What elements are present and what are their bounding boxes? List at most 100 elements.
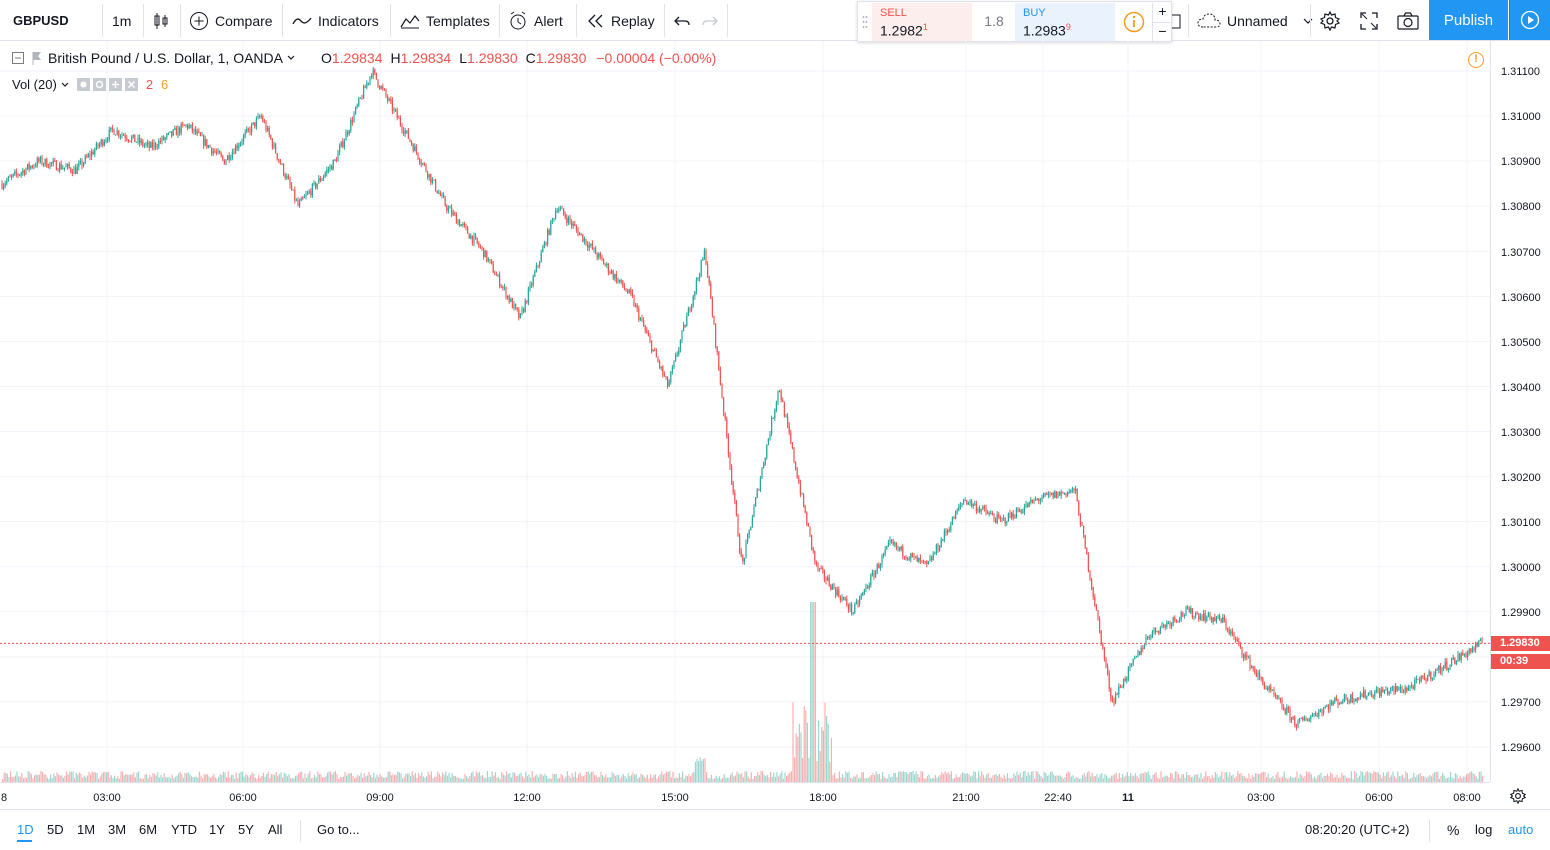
range-6m[interactable]: 6M: [139, 822, 158, 837]
candle-body: [604, 264, 606, 266]
volume-bar: [627, 773, 629, 782]
volume-bar: [1155, 772, 1157, 782]
candle-body: [799, 483, 801, 494]
volume-bar: [96, 772, 98, 782]
sell-button[interactable]: SELL 1.29821: [872, 3, 972, 41]
candle-body: [43, 163, 45, 165]
clock-display[interactable]: 08:20:20 (UTC+2): [1305, 822, 1410, 837]
volume-bar: [614, 775, 616, 782]
range-ytd[interactable]: YTD: [171, 822, 197, 837]
price-chart[interactable]: [0, 41, 1490, 782]
info-icon[interactable]: [1123, 11, 1145, 33]
close-icon[interactable]: [124, 78, 138, 91]
candle-body: [854, 603, 856, 613]
range-1y[interactable]: 1Y: [209, 822, 225, 837]
volume-bar: [1366, 771, 1368, 782]
range-1m[interactable]: 1M: [77, 822, 96, 837]
range-5y[interactable]: 5Y: [238, 822, 254, 837]
candle-body: [111, 127, 113, 130]
range-all[interactable]: All: [268, 822, 283, 837]
snapshot-button[interactable]: [1397, 0, 1425, 41]
camera-icon: [1397, 11, 1419, 30]
volume-bar: [326, 772, 328, 782]
alert-button[interactable]: Alert: [508, 0, 563, 41]
volume-bar: [856, 774, 858, 782]
play-button[interactable]: [1509, 0, 1550, 40]
increase-button[interactable]: +: [1158, 3, 1167, 19]
expand-button[interactable]: [1360, 0, 1384, 41]
candle-body: [260, 116, 262, 118]
axis-settings-icon[interactable]: [1510, 788, 1526, 804]
candle-body: [1339, 702, 1341, 705]
volume-bar: [442, 772, 444, 782]
candle-body: [1423, 676, 1425, 680]
chart-pane[interactable]: [0, 41, 1490, 782]
volume-bar: [619, 778, 621, 782]
volume-bar: [962, 772, 964, 782]
time-axis[interactable]: 8 03:00 06:00 09:00 12:00 15:00 18:00 21…: [0, 782, 1490, 809]
volume-bar: [437, 771, 439, 782]
candle-body: [147, 142, 149, 145]
eye-icon[interactable]: [76, 78, 90, 91]
replay-button[interactable]: Replay: [587, 0, 655, 41]
chart-style-button[interactable]: [152, 0, 176, 41]
chevron-down-icon[interactable]: [59, 80, 71, 90]
price-axis[interactable]: 1.31100 1.31000 1.30900 1.30800 1.30700 …: [1490, 41, 1550, 782]
volume-bar: [474, 776, 476, 782]
range-5d[interactable]: 5D: [47, 822, 64, 837]
chevron-down-icon[interactable]: [285, 53, 297, 63]
settings-button[interactable]: [1320, 0, 1346, 41]
volume-bar: [302, 778, 304, 782]
volume-bar: [598, 777, 600, 782]
compare-button[interactable]: Compare: [189, 0, 273, 41]
volume-label[interactable]: Vol (20): [12, 77, 57, 92]
buy-button[interactable]: BUY 1.29839: [1015, 3, 1115, 41]
volume-bar: [330, 771, 332, 782]
candle-body: [863, 589, 865, 593]
volume-bar: [1163, 776, 1165, 782]
range-1d[interactable]: 1D: [17, 822, 34, 837]
candle-body: [75, 167, 77, 174]
goto-button[interactable]: Go to...: [317, 822, 360, 837]
more-icon[interactable]: [108, 78, 122, 91]
auto-toggle[interactable]: auto: [1508, 822, 1534, 837]
layout-menu[interactable]: Unnamed: [1197, 0, 1324, 41]
candle-body: [1270, 686, 1272, 691]
candle-body: [1071, 488, 1073, 490]
symbol-title[interactable]: British Pound / U.S. Dollar, 1, OANDA: [48, 50, 283, 66]
gear-icon[interactable]: [92, 78, 106, 91]
publish-button[interactable]: Publish: [1429, 0, 1508, 40]
candle-body: [743, 557, 745, 562]
range-3m[interactable]: 3M: [108, 822, 127, 837]
volume-bar: [854, 776, 856, 782]
percent-toggle[interactable]: %: [1447, 822, 1460, 838]
candle-body: [558, 209, 560, 211]
interval-button[interactable]: 1m: [112, 12, 132, 29]
log-toggle[interactable]: log: [1475, 822, 1493, 837]
collapse-icon[interactable]: [12, 52, 24, 64]
candle-body: [1351, 694, 1353, 702]
volume-bar: [1429, 775, 1431, 782]
symbol-search[interactable]: GBPUSD: [13, 13, 69, 28]
volume-bar: [50, 774, 52, 782]
volume-bar: [163, 773, 165, 782]
warning-icon[interactable]: !: [1468, 52, 1484, 68]
candle-body: [1126, 678, 1128, 681]
indicators-button[interactable]: Indicators: [292, 0, 379, 41]
drag-handle-icon[interactable]: [862, 15, 868, 29]
candle-body: [1140, 647, 1142, 655]
volume-bar: [706, 772, 708, 782]
undo-button[interactable]: [674, 0, 696, 41]
volume-bar: [1312, 778, 1314, 782]
candle-body: [1454, 657, 1456, 664]
volume-bar: [360, 772, 362, 782]
volume-bar: [754, 775, 756, 782]
candle-body: [724, 412, 726, 419]
redo-button[interactable]: [702, 0, 724, 41]
decrease-button[interactable]: −: [1153, 22, 1172, 41]
candle-body: [334, 159, 336, 161]
candle-body: [679, 340, 681, 350]
templates-button[interactable]: Templates: [400, 0, 490, 41]
candle-body: [59, 163, 61, 171]
candle-body: [180, 124, 182, 134]
